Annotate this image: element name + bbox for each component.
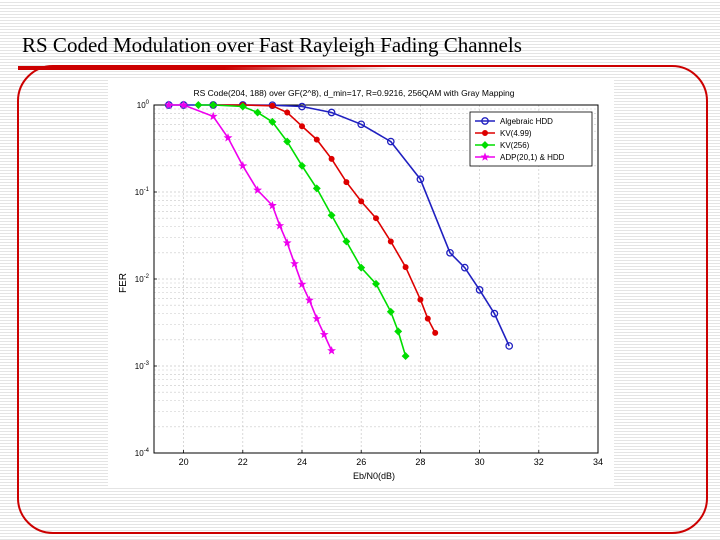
legend-item: Algebraic HDD — [475, 117, 553, 126]
data-point — [238, 161, 248, 170]
data-point — [417, 296, 424, 303]
data-point — [342, 237, 351, 246]
legend-marker — [480, 152, 490, 161]
x-tick-label: 26 — [356, 457, 366, 467]
data-point — [297, 279, 307, 289]
data-point — [275, 221, 285, 230]
series-group — [194, 101, 410, 361]
data-point — [386, 137, 395, 146]
data-point — [209, 101, 218, 109]
data-point — [328, 155, 335, 162]
data-point — [194, 101, 203, 109]
data-point — [327, 108, 336, 117]
y-axis-label: FER — [118, 273, 129, 293]
data-point — [253, 185, 263, 194]
data-point — [372, 279, 380, 288]
axis-ticks: 20 22 24 26 28 30 32 34 100 10-1 10-2 10-3 10-4 — [135, 100, 603, 467]
legend-label: ADP(20,1) & HDD — [500, 153, 565, 162]
legend-label: Algebraic HDD — [500, 117, 553, 126]
y-tick-label: 10-4 — [135, 448, 150, 458]
data-point — [401, 352, 410, 361]
data-point — [282, 238, 292, 247]
data-point — [290, 259, 300, 268]
fer-chart: 20 22 24 26 28 30 32 34 100 10-1 10-2 10-3 10-4 RS C… — [108, 78, 614, 486]
x-tick-label: 20 — [179, 457, 189, 467]
y-tick-label: 100 — [137, 100, 150, 110]
data-point — [386, 307, 395, 316]
slide-title: RS Coded Modulation over Fast Rayleigh F… — [22, 33, 522, 57]
x-tick-label: 32 — [534, 457, 544, 467]
x-tick-label: 22 — [238, 457, 248, 467]
data-point — [460, 263, 469, 272]
y-tick-label: 10-1 — [135, 187, 150, 197]
legend-label: KV(4.99) — [500, 129, 532, 138]
legend-marker — [481, 141, 489, 149]
data-point — [267, 200, 277, 210]
data-point — [475, 286, 484, 294]
data-point — [312, 184, 321, 193]
data-point — [179, 100, 189, 109]
data-point — [164, 100, 174, 109]
data-point — [313, 136, 320, 143]
legend: Algebraic HDD KV(4.99) KV(256) ADP(20,1) & … — [469, 111, 593, 167]
data-point — [372, 215, 379, 222]
data-point — [343, 179, 350, 186]
series-layer — [164, 100, 514, 361]
data-point — [424, 315, 431, 322]
data-point — [505, 342, 514, 350]
x-tick-label: 28 — [415, 457, 425, 467]
series-group — [164, 100, 337, 355]
data-point — [490, 309, 499, 318]
data-point — [298, 123, 305, 130]
data-point — [446, 248, 454, 257]
chart-container: 20 22 24 26 28 30 32 34 100 10-1 10-2 10-3 10-4 RS C… — [108, 78, 614, 486]
legend-marker — [481, 117, 489, 125]
data-point — [304, 295, 314, 304]
legend-marker — [481, 130, 488, 137]
x-tick-label: 24 — [297, 457, 307, 467]
data-point — [208, 111, 218, 121]
data-point — [432, 329, 439, 336]
data-point — [387, 238, 394, 245]
data-point — [238, 102, 247, 111]
data-point — [283, 137, 292, 146]
legend-item: KV(256) — [475, 141, 530, 150]
y-tick-label: 10-3 — [135, 361, 150, 371]
y-tick-label: 10-2 — [135, 274, 150, 284]
data-point — [416, 175, 425, 184]
data-point — [402, 264, 409, 271]
data-point — [298, 161, 306, 170]
data-point — [394, 327, 403, 336]
data-point — [319, 329, 329, 339]
title-underline — [18, 66, 393, 70]
data-point — [357, 120, 366, 129]
legend-label: KV(256) — [500, 141, 530, 150]
data-point — [268, 117, 277, 126]
x-tick-label: 30 — [475, 457, 485, 467]
data-point — [253, 108, 262, 117]
data-point — [312, 314, 322, 323]
data-point — [223, 133, 233, 142]
data-point — [269, 102, 276, 109]
x-axis-label: Eb/N0(dB) — [353, 471, 395, 481]
data-point — [358, 198, 365, 205]
x-tick-label: 34 — [593, 457, 603, 467]
data-point — [357, 263, 366, 272]
data-point — [298, 102, 306, 111]
content-frame — [17, 65, 708, 534]
chart-title: RS Code(204, 188) over GF(2^8), d_min=17… — [193, 88, 514, 98]
legend-item: KV(4.99) — [475, 129, 532, 138]
data-point — [284, 109, 291, 116]
legend-item: ADP(20,1) & HDD — [475, 152, 565, 162]
data-point — [327, 346, 337, 355]
data-point — [327, 211, 336, 220]
